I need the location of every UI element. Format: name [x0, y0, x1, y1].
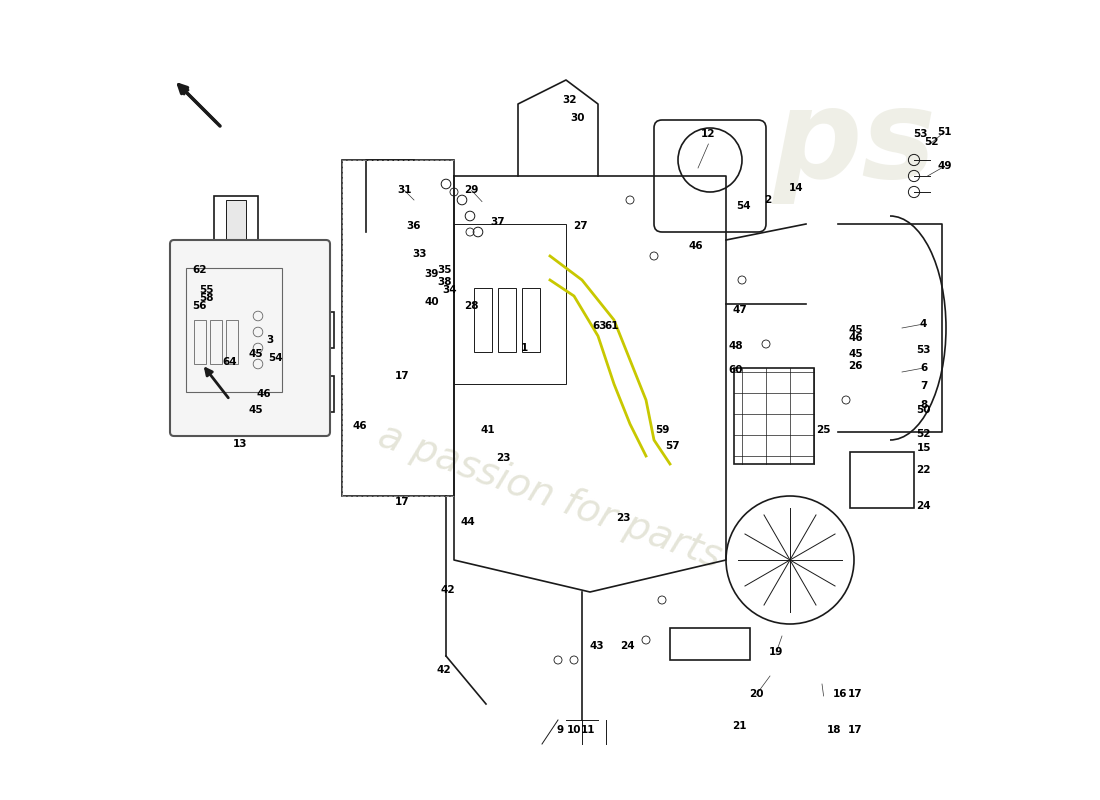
Text: ps: ps	[772, 83, 936, 205]
Text: 28: 28	[464, 301, 478, 310]
Text: 30: 30	[571, 114, 585, 123]
Bar	[454, 224, 566, 384]
Text: 7: 7	[920, 381, 927, 390]
Text: 36: 36	[407, 221, 421, 230]
Text: 55: 55	[199, 286, 213, 295]
FancyBboxPatch shape	[170, 240, 330, 436]
Text: 35: 35	[437, 266, 452, 275]
Text: 53: 53	[913, 130, 927, 139]
Text: 16: 16	[833, 690, 847, 699]
Text: 46: 46	[352, 421, 367, 430]
Text: 24: 24	[620, 642, 635, 651]
Text: 52: 52	[924, 138, 939, 147]
Text: 17: 17	[848, 690, 862, 699]
Text: 12: 12	[701, 130, 716, 139]
Text: 22: 22	[916, 466, 931, 475]
Text: 10: 10	[566, 725, 581, 734]
Text: 58: 58	[199, 294, 213, 303]
Text: 19: 19	[769, 647, 783, 657]
Text: 11: 11	[581, 725, 596, 734]
Text: 32: 32	[563, 95, 578, 105]
Text: 1: 1	[520, 343, 528, 353]
Text: 25: 25	[816, 426, 831, 435]
Text: 59: 59	[654, 426, 669, 435]
Text: 27: 27	[573, 221, 587, 230]
Text: 50: 50	[916, 405, 931, 414]
Text: 54: 54	[736, 202, 751, 211]
Text: 42: 42	[440, 586, 455, 595]
Text: 61: 61	[604, 322, 619, 331]
Text: 33: 33	[412, 250, 427, 259]
Text: 45: 45	[249, 349, 263, 358]
Text: 62: 62	[192, 266, 207, 275]
Bar	[294, 312, 334, 348]
Bar	[342, 160, 454, 496]
Text: 9: 9	[556, 725, 563, 734]
Text: 38: 38	[437, 277, 452, 286]
Bar	[294, 376, 334, 412]
Text: 17: 17	[395, 497, 409, 506]
Text: 46: 46	[256, 389, 271, 398]
Text: 63: 63	[592, 322, 607, 331]
Text: 20: 20	[749, 690, 763, 699]
Bar	[210, 320, 222, 364]
Text: 45: 45	[848, 325, 862, 334]
Text: 56: 56	[192, 302, 207, 311]
Text: 31: 31	[397, 186, 411, 195]
Text: 37: 37	[491, 218, 505, 227]
Bar	[226, 200, 246, 244]
Text: 46: 46	[689, 242, 703, 251]
Bar	[226, 320, 238, 364]
Bar	[474, 288, 492, 352]
Bar	[298, 316, 330, 344]
Bar	[498, 288, 516, 352]
Text: 39: 39	[425, 269, 439, 278]
Text: 40: 40	[425, 298, 439, 307]
Text: 23: 23	[616, 514, 630, 523]
Text: 13: 13	[233, 439, 248, 449]
Text: 54: 54	[268, 354, 283, 363]
Text: 42: 42	[437, 666, 451, 675]
Text: 15: 15	[916, 443, 931, 453]
Text: 45: 45	[249, 405, 263, 414]
Text: 45: 45	[848, 349, 862, 358]
Text: 46: 46	[848, 333, 862, 342]
Text: 51: 51	[937, 127, 952, 137]
Text: 6: 6	[920, 363, 927, 373]
Bar	[734, 368, 814, 464]
Text: 34: 34	[442, 285, 458, 294]
Bar	[298, 380, 330, 408]
Text: 41: 41	[481, 426, 495, 435]
Text: 26: 26	[848, 362, 862, 371]
Bar	[194, 320, 206, 364]
Text: 47: 47	[733, 306, 747, 315]
Text: 2: 2	[764, 195, 771, 205]
Bar	[214, 196, 258, 248]
Text: 57: 57	[666, 442, 680, 451]
Text: 3: 3	[266, 335, 274, 345]
Text: 52: 52	[916, 430, 931, 439]
Text: 17: 17	[395, 371, 409, 381]
Bar	[522, 288, 540, 352]
Text: 23: 23	[496, 453, 510, 462]
Text: 29: 29	[464, 186, 478, 195]
Text: 43: 43	[590, 642, 604, 651]
Text: 48: 48	[728, 341, 743, 350]
Text: 8: 8	[920, 400, 927, 410]
Text: 4: 4	[920, 319, 927, 329]
Text: 53: 53	[916, 346, 931, 355]
Text: 17: 17	[848, 725, 862, 734]
Bar	[186, 268, 282, 392]
Bar	[850, 452, 914, 508]
Text: 64: 64	[222, 357, 238, 366]
Text: 21: 21	[733, 722, 747, 731]
Text: 44: 44	[460, 517, 475, 526]
Text: 18: 18	[827, 726, 842, 735]
Bar	[670, 628, 750, 660]
Text: 14: 14	[789, 183, 804, 193]
Text: 49: 49	[937, 162, 952, 171]
Text: 60: 60	[728, 365, 743, 374]
Text: 24: 24	[916, 501, 931, 510]
Text: a passion for parts: a passion for parts	[373, 416, 727, 576]
